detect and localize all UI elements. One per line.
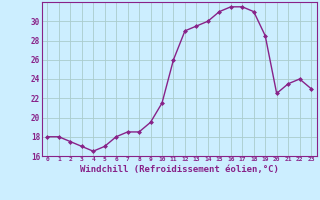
X-axis label: Windchill (Refroidissement éolien,°C): Windchill (Refroidissement éolien,°C) bbox=[80, 165, 279, 174]
